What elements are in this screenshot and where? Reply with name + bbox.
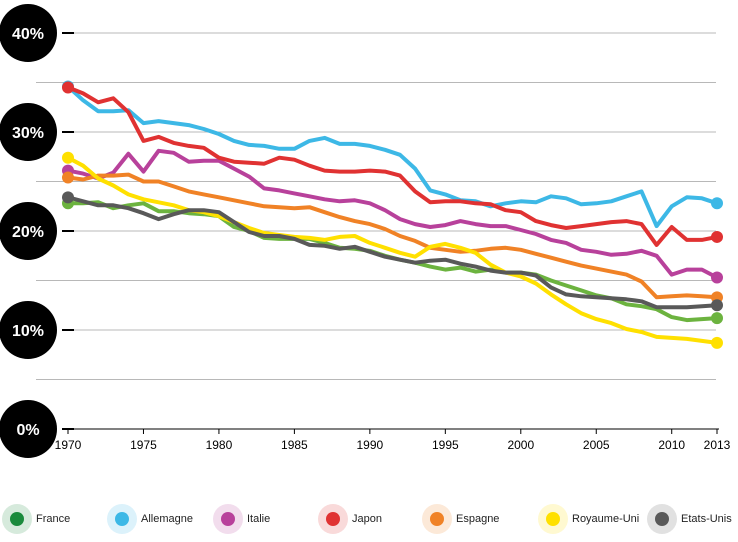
legend-dot: [430, 512, 444, 526]
legend-swatch: [107, 504, 137, 534]
legend-item: Allemagne: [107, 504, 193, 534]
legend-item: Japon: [318, 504, 382, 534]
y-tick: 30%: [0, 103, 74, 161]
legend-item: Royaume-Uni: [538, 504, 639, 534]
x-tick-label: 2013: [704, 438, 731, 452]
legend-label: Espagne: [456, 513, 500, 525]
y-tick: 10%: [0, 301, 74, 359]
legend-swatch: [538, 504, 568, 534]
series-start-point: [62, 191, 74, 204]
legend-label: Royaume-Uni: [572, 513, 640, 525]
series-endpoints: [62, 80, 723, 349]
legend-swatch: [213, 504, 243, 534]
x-tick-label: 1980: [206, 438, 233, 452]
x-axis: 1970 1975 1980 1985 1990 1995 2000 2005 2010 2013: [55, 428, 731, 452]
series-line-espagne: [66, 172, 719, 300]
series-end-point: [711, 336, 723, 349]
x-tick-label: 1975: [130, 438, 157, 452]
legend-swatch: [422, 504, 452, 534]
line-chart: 0% 10% 20% 30% 40% 1970 1975 1980 1985 1990 1995 2…: [0, 4, 731, 458]
series-line-italie: [66, 148, 719, 280]
y-tick: 40%: [0, 4, 74, 62]
series-end-point: [711, 299, 723, 312]
x-tick-label: 2000: [507, 438, 534, 452]
legend-swatch: [318, 504, 348, 534]
y-tick-badge: [0, 4, 57, 62]
y-tick-label: 20%: [12, 224, 44, 241]
legend-label: Etats-Unis: [681, 513, 732, 525]
legend-swatch: [2, 504, 32, 534]
series-end-point: [711, 230, 723, 243]
series-line-japon: [66, 85, 719, 247]
legend-item: Italie: [213, 504, 270, 534]
x-tick-label: 1990: [357, 438, 384, 452]
series-start-point: [62, 81, 74, 94]
y-tick: 20%: [0, 202, 74, 260]
series-start-point: [62, 171, 74, 184]
series-line-allemagne: [66, 84, 719, 229]
y-tick-label: 40%: [12, 26, 44, 43]
x-tick-label: 1985: [281, 438, 308, 452]
legend-dot: [655, 512, 669, 526]
y-tick-badge: [0, 103, 57, 161]
series-lines: [66, 84, 719, 345]
y-axis: 0% 10% 20% 30% 40%: [0, 4, 74, 458]
x-tick-label: 1995: [432, 438, 459, 452]
legend-dot: [326, 512, 340, 526]
y-tick-label: 30%: [12, 125, 44, 142]
x-tick-label: 2005: [583, 438, 610, 452]
legend-label: France: [36, 513, 71, 525]
legend-label: Allemagne: [141, 513, 193, 525]
series-start-point: [62, 151, 74, 164]
legend-dot: [10, 512, 24, 526]
y-tick-badge: [0, 301, 57, 359]
series-line-etats-unis: [66, 195, 719, 310]
y-tick-badge: [0, 400, 57, 458]
y-tick-badge: [0, 202, 57, 260]
legend-swatch: [647, 504, 677, 534]
series-end-point: [711, 271, 723, 284]
legend-dot: [546, 512, 560, 526]
legend-dot: [221, 512, 235, 526]
legend-label: Japon: [352, 513, 382, 525]
legend-item: Espagne: [422, 504, 499, 534]
series-end-point: [711, 312, 723, 325]
legend-item: France: [2, 504, 70, 534]
legend-item: Etats-Unis: [647, 504, 732, 534]
series-line-royaume-uni: [66, 155, 719, 345]
legend: France Allemagne Italie Japon Espagne Royaume…: [0, 504, 738, 538]
series-end-point: [711, 197, 723, 210]
x-tick-label: 1970: [55, 438, 82, 452]
y-tick-label: 0%: [16, 422, 39, 439]
legend-dot: [115, 512, 129, 526]
x-tick-label: 2010: [658, 438, 685, 452]
legend-label: Italie: [247, 513, 271, 525]
y-tick-label: 10%: [12, 323, 44, 340]
